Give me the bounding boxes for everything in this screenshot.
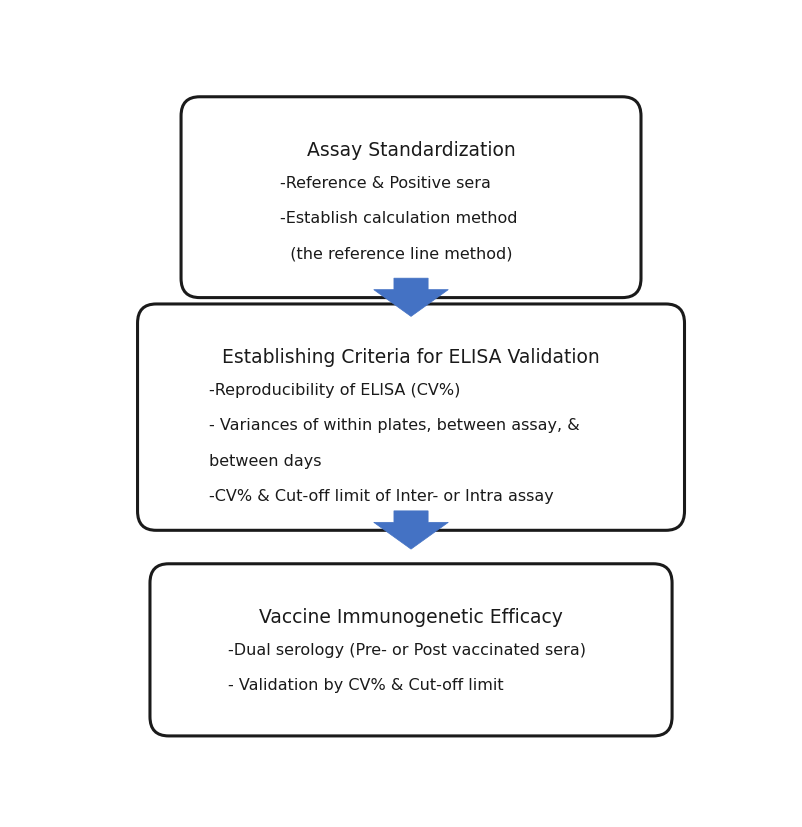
Text: - Variances of within plates, between assay, &: - Variances of within plates, between as… — [209, 418, 580, 433]
Text: -Reproducibility of ELISA (CV%): -Reproducibility of ELISA (CV%) — [209, 383, 460, 398]
Text: -CV% & Cut-off limit of Inter- or Intra assay: -CV% & Cut-off limit of Inter- or Intra … — [209, 488, 553, 503]
Text: Assay Standardization: Assay Standardization — [306, 141, 516, 160]
FancyBboxPatch shape — [138, 304, 685, 531]
Text: - Validation by CV% & Cut-off limit: - Validation by CV% & Cut-off limit — [228, 677, 504, 692]
Text: -Establish calculation method: -Establish calculation method — [281, 211, 518, 226]
Polygon shape — [374, 279, 448, 317]
Text: Establishing Criteria for ELISA Validation: Establishing Criteria for ELISA Validati… — [222, 348, 600, 367]
Text: -Dual serology (Pre- or Post vaccinated sera): -Dual serology (Pre- or Post vaccinated … — [228, 643, 585, 657]
Text: -Reference & Positive sera: -Reference & Positive sera — [281, 176, 492, 191]
Text: (the reference line method): (the reference line method) — [281, 246, 513, 261]
Text: Vaccine Immunogenetic Efficacy: Vaccine Immunogenetic Efficacy — [259, 607, 563, 626]
Text: between days: between days — [209, 453, 322, 468]
FancyBboxPatch shape — [150, 564, 672, 736]
FancyBboxPatch shape — [181, 98, 641, 299]
Polygon shape — [374, 511, 448, 549]
